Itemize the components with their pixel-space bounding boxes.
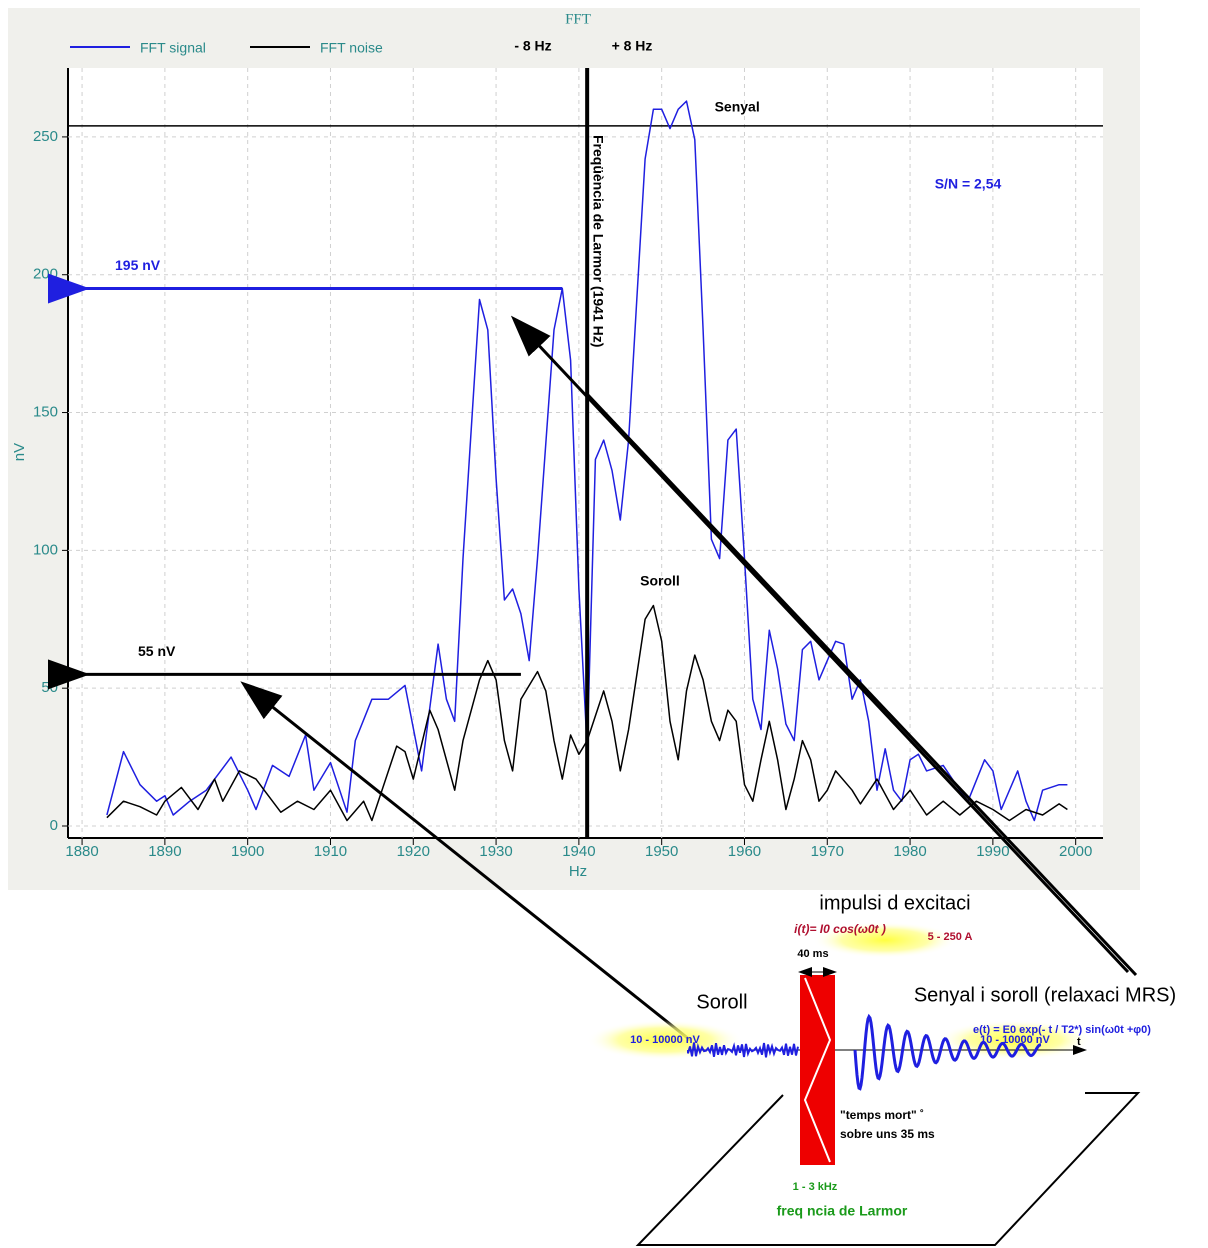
x-tick-label: 1900	[231, 843, 264, 860]
label: t	[1077, 1036, 1081, 1048]
x-tick-label: 1950	[645, 843, 678, 860]
x-tick-label: 1940	[562, 843, 595, 860]
label: freq ncia de Larmor	[777, 1203, 908, 1219]
x-tick-label: 2000	[1059, 843, 1092, 860]
label: 10 - 10000 nV	[980, 1034, 1050, 1046]
label: impulsi d excitaci	[819, 892, 970, 914]
y-tick-label: 150	[33, 404, 58, 421]
label: 5 - 250 A	[928, 931, 973, 943]
y-tick-label: 200	[33, 266, 58, 283]
x-tick-label: 1980	[893, 843, 926, 860]
label: 1 - 3 kHz	[793, 1181, 838, 1193]
annotation: + 8 Hz	[612, 38, 653, 54]
label: 40 ms	[797, 948, 828, 960]
arrow-label: 195 nV	[115, 257, 161, 273]
larmor-label: Freqüència de Larmor (1941 Hz)	[590, 135, 606, 347]
x-tick-label: 1960	[728, 843, 761, 860]
formula: i(t)= I0 cos(ω0t )	[794, 922, 886, 936]
x-tick-label: 1920	[397, 843, 430, 860]
x-tick-label: 1970	[811, 843, 844, 860]
annotation: - 8 Hz	[514, 38, 551, 54]
annotation: Soroll	[640, 573, 680, 589]
y-tick-label: 50	[41, 679, 58, 696]
x-tick-label: 1930	[479, 843, 512, 860]
reference-label: Senyal	[715, 99, 760, 115]
y-axis-label: nV	[11, 443, 28, 461]
label: sobre uns 35 ms	[840, 1127, 935, 1141]
label: 10 - 10000 nV	[630, 1034, 700, 1046]
label: Soroll	[696, 991, 747, 1013]
legend-label: FFT noise	[320, 40, 383, 56]
figure: FFT Hz nV - 8 Hz + 8 Hz Soroll S/N = 2,5…	[0, 0, 1208, 1248]
arrow-label: 55 nV	[138, 643, 176, 659]
x-tick-label: 1890	[148, 843, 181, 860]
x-tick-label: 1880	[65, 843, 98, 860]
x-tick-label: 1990	[976, 843, 1009, 860]
legend-label: FFT signal	[140, 40, 206, 56]
chart-title: FFT	[565, 11, 591, 27]
annotation: S/N = 2,54	[935, 176, 1002, 192]
y-tick-label: 250	[33, 128, 58, 145]
y-tick-label: 100	[33, 541, 58, 558]
x-tick-label: 1910	[314, 843, 347, 860]
x-axis-label: Hz	[569, 863, 587, 880]
label: Senyal i soroll (relaxaci MRS)	[914, 984, 1176, 1006]
page: FFT Hz nV - 8 Hz + 8 Hz Soroll S/N = 2,5…	[0, 0, 1208, 1248]
label: "temps mort" ˚	[840, 1108, 924, 1122]
y-tick-label: 0	[50, 817, 58, 834]
